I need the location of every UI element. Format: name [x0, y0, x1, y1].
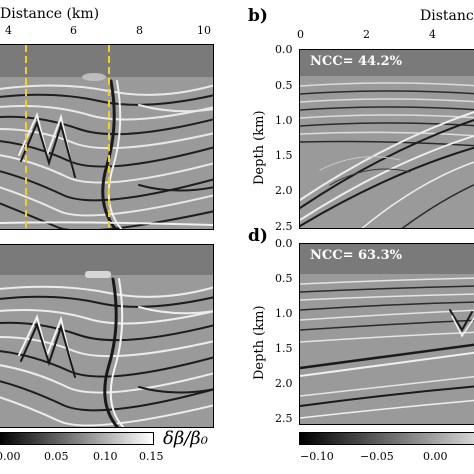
panel-b-xtick: 0 [297, 28, 304, 41]
panel-a-xtick: 6 [70, 24, 77, 37]
panel-d-letter: d) [248, 226, 268, 246]
panel-d-ytick: 0.0 [275, 237, 293, 250]
panel-d-ytick: 1.0 [275, 307, 293, 320]
panel-b-ytick: 1.0 [275, 114, 293, 127]
colorbar-left-tick: 0.05 [44, 450, 69, 463]
panel-a-xlabel: Distance (km) [0, 6, 100, 22]
panel-b-ytick: 2.0 [275, 184, 293, 197]
colorbar-left [0, 432, 154, 445]
panel-a-xtick: 10 [197, 24, 211, 37]
panel-d-ytick: 2.5 [275, 412, 293, 425]
colorbar-right-tick: −0.10 [300, 450, 334, 463]
panel-b-ytick: 1.5 [275, 149, 293, 162]
colorbar-right-tick: 0.00 [423, 450, 448, 463]
panel-c-seismic-image [0, 245, 213, 427]
panel-c-image [0, 244, 214, 428]
panel-a-xtick: 8 [136, 24, 143, 37]
panel-d-ytick: 0.5 [275, 272, 293, 285]
panel-d-ytick: 2.0 [275, 377, 293, 390]
panel-d-seismic-image [300, 244, 474, 424]
panel-b-ytick: 0.5 [275, 79, 293, 92]
panel-a-image [0, 44, 214, 230]
colorbar-right-tick: −0.05 [360, 450, 394, 463]
panel-b-image: NCC= 44.2% [299, 49, 474, 229]
panel-d-image: NCC= 63.3% [299, 243, 474, 425]
colorbar-left-label: δβ/β₀ [163, 428, 208, 449]
colorbar-left-tick: 0.15 [139, 450, 164, 463]
panel-b-xtick: 2 [363, 28, 370, 41]
panel-d-ncc-label: NCC= 63.3% [310, 248, 403, 263]
panel-b-ytick: 2.5 [275, 220, 293, 233]
colorbar-left-tick: 0.00 [0, 450, 21, 463]
panel-b-xlabel: Distance [420, 8, 474, 24]
panel-b-letter: b) [248, 6, 268, 26]
panel-d-ytick: 1.5 [275, 342, 293, 355]
panel-b-ytick: 0.0 [275, 43, 293, 56]
panel-b-ncc-label: NCC= 44.2% [310, 54, 403, 69]
panel-d-ylabel: Depth (km) [252, 305, 267, 380]
panel-b-ylabel: Depth (km) [252, 110, 267, 185]
panel-b-xtick: 4 [429, 28, 436, 41]
panel-b-seismic-image [300, 50, 474, 228]
panel-a-xtick: 4 [5, 24, 12, 37]
colorbar-right [299, 432, 474, 445]
panel-a-seismic-image [0, 45, 213, 229]
colorbar-left-tick: 0.10 [93, 450, 118, 463]
